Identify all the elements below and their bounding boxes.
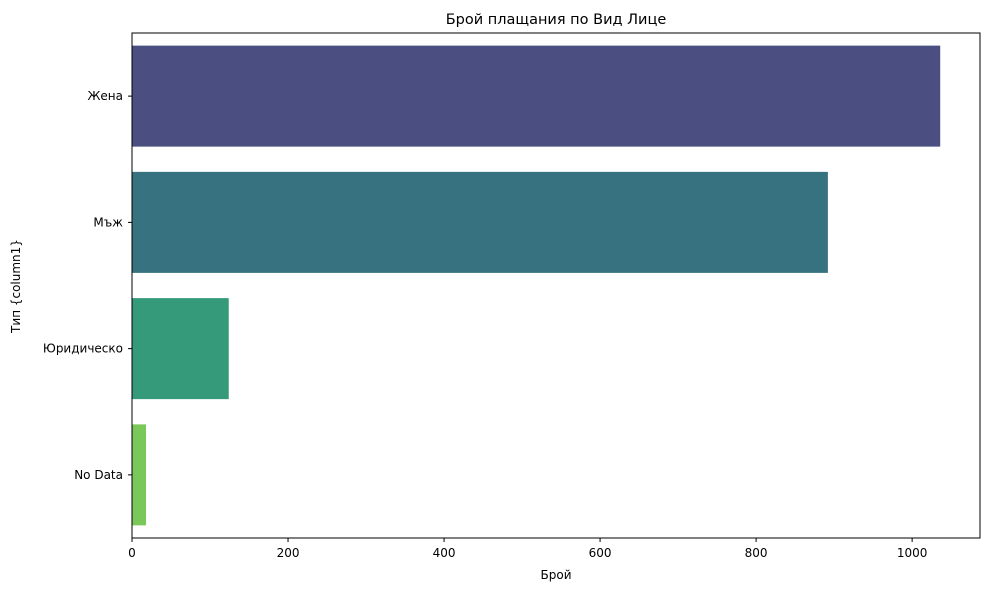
x-axis: 0 200 400 600 800 1000 (128, 538, 927, 560)
x-tick-label: 200 (277, 546, 300, 560)
chart-title: Брой плащания по Вид Лице (446, 12, 667, 28)
bar-2 (132, 298, 229, 400)
y-tick-label: Жена (87, 89, 123, 103)
y-tick-label: Юридическо (43, 342, 123, 356)
y-tick-label: Мъж (93, 215, 123, 229)
bar-1 (132, 171, 828, 273)
x-tick-label: 600 (589, 546, 612, 560)
y-axis-label: Тип {column1} (9, 239, 23, 334)
y-axis: Жена Мъж Юридическо No Data (43, 89, 132, 482)
x-axis-label: Брой (541, 568, 572, 582)
x-tick-label: 0 (128, 546, 136, 560)
bar-0 (132, 45, 941, 147)
bars-group (132, 45, 941, 526)
bar-3 (132, 424, 147, 526)
x-tick-label: 800 (745, 546, 768, 560)
y-tick-label: No Data (74, 468, 123, 482)
x-tick-label: 1000 (897, 546, 928, 560)
plot-frame (131, 32, 981, 539)
x-tick-label: 400 (433, 546, 456, 560)
